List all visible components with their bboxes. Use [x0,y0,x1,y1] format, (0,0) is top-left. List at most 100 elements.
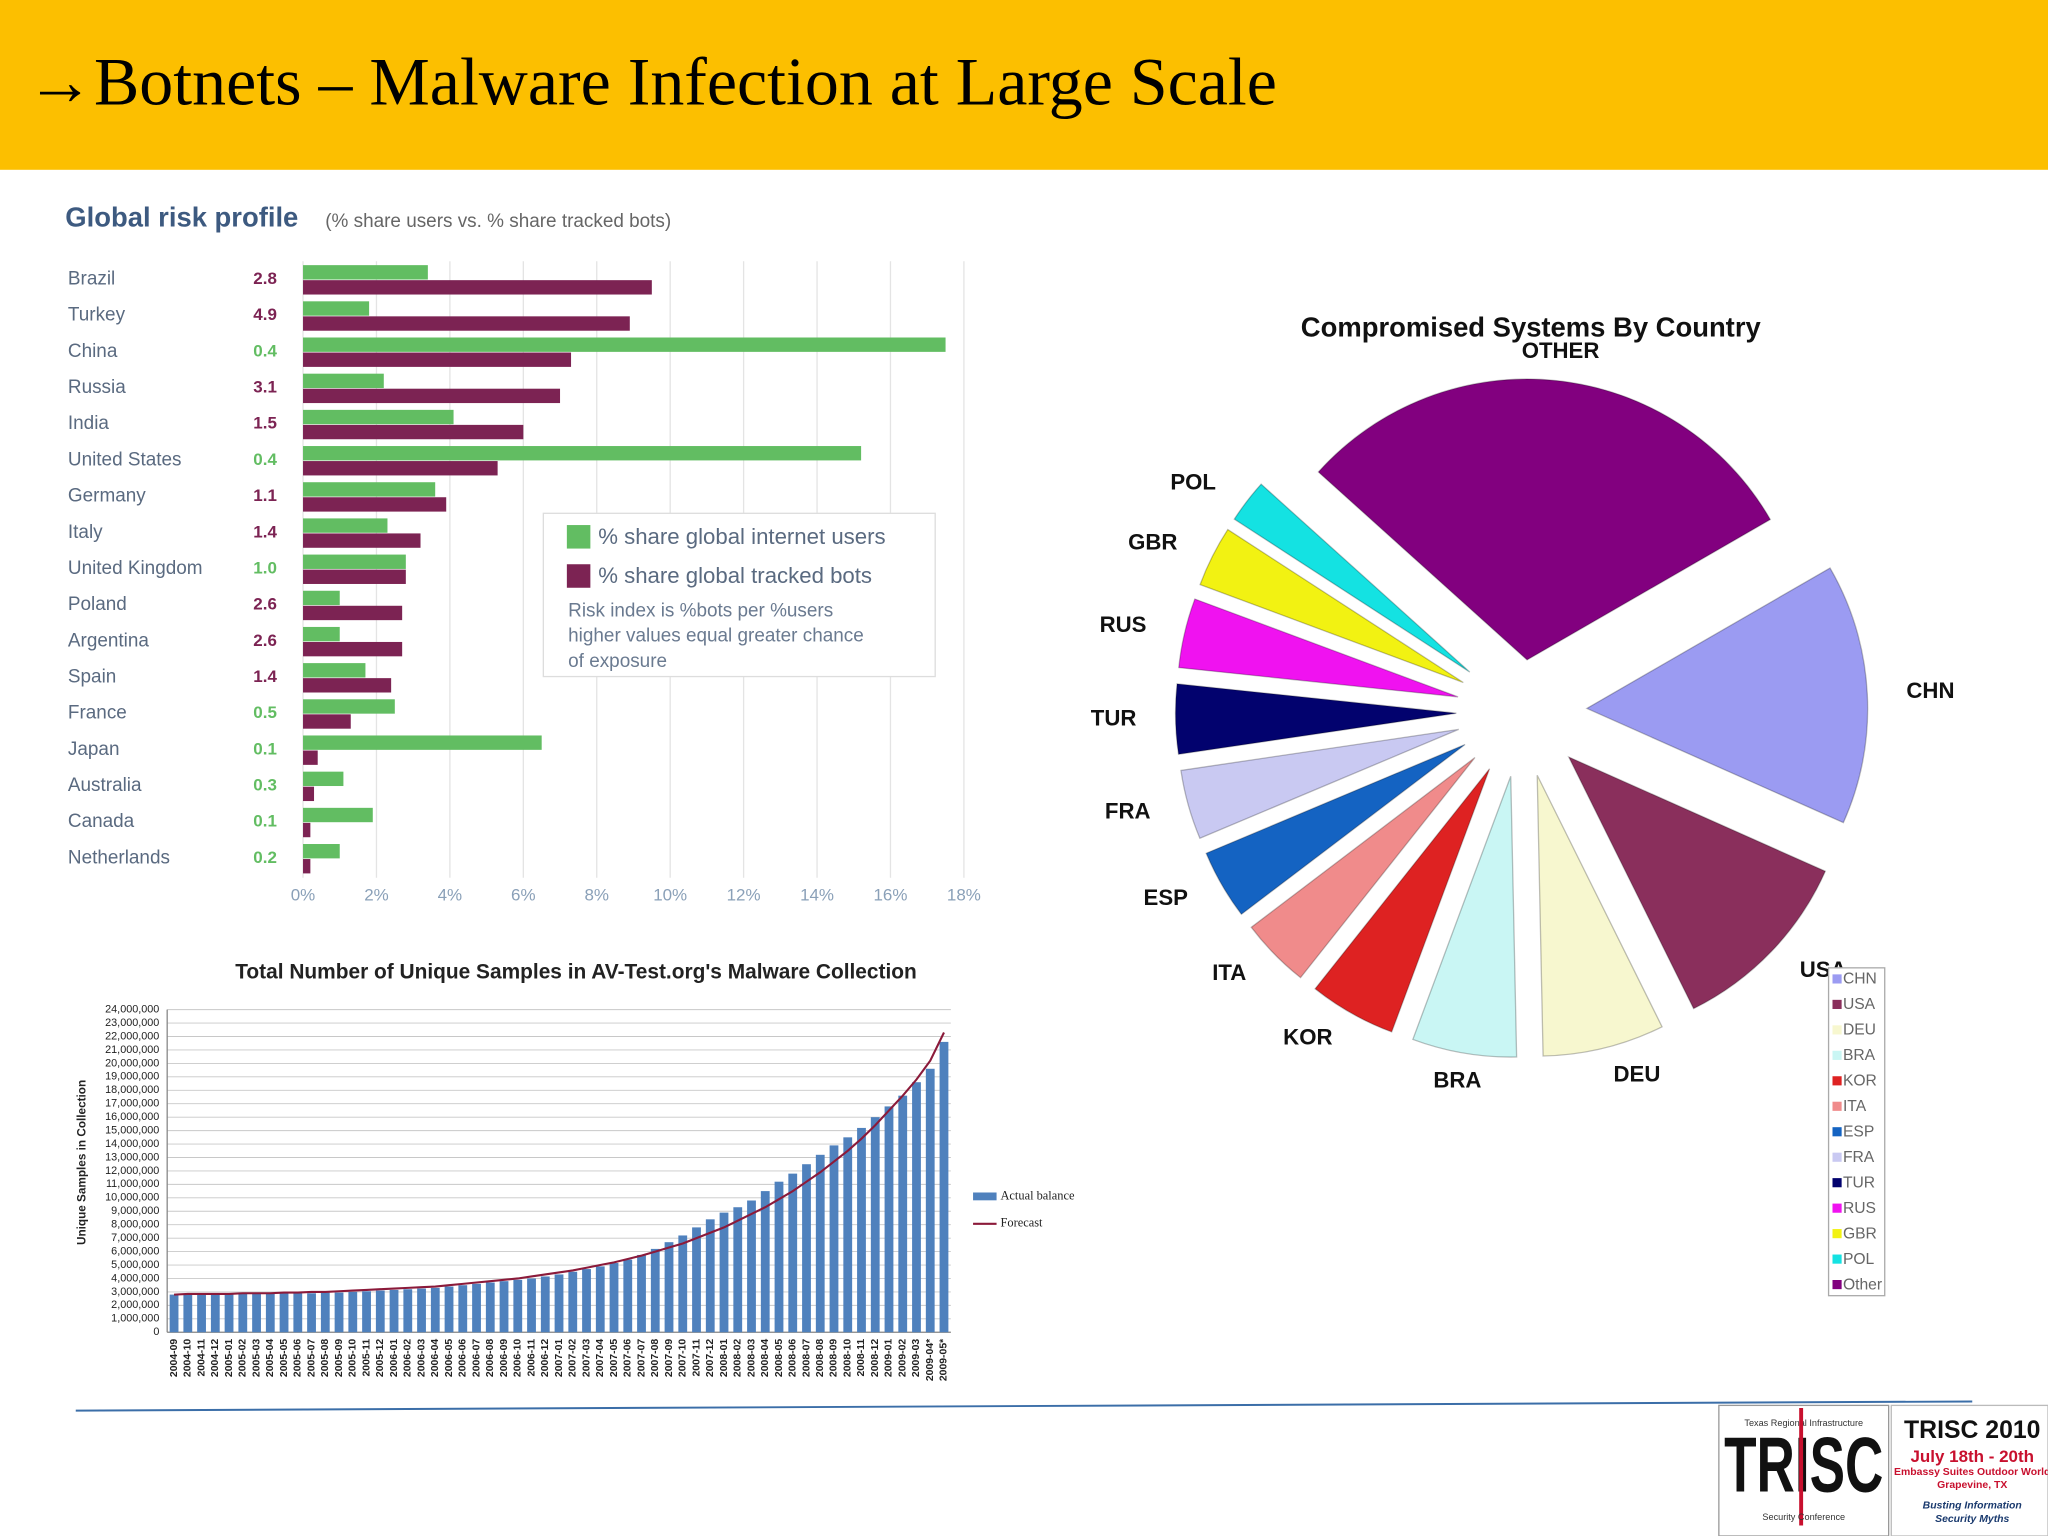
slice-label: KOR [1283,1024,1332,1049]
x-tick-label: 2007-04 [595,1339,606,1378]
y-tick-label: 2,000,000 [111,1299,159,1311]
risk-index: 1.0 [253,558,277,577]
bar [499,1281,509,1333]
bar [554,1274,564,1333]
bar [303,373,384,389]
x-tick-label: 2006-01 [389,1339,400,1378]
legend-label: GBR [1843,1225,1877,1242]
legend-label: TUR [1843,1174,1875,1191]
bar [303,554,406,569]
y-tick-label: 9,000,000 [111,1205,159,1217]
legend-label: Actual balance [1000,1188,1074,1202]
bar [925,1068,935,1333]
logo-text: TRISC [1724,1420,1883,1508]
y-axis-label: Unique Samples in Collection [75,1080,88,1245]
pie-slice [1199,528,1464,684]
pie-slice [1314,768,1491,1033]
category-label: Germany [68,486,146,507]
bar [303,569,406,584]
legend-swatch [566,525,591,549]
bar [939,1041,949,1333]
bar [303,352,572,367]
x-tick-label: 2005-01 [224,1339,235,1378]
bar [430,1287,440,1333]
risk-index: 2.6 [253,595,277,614]
bar [307,1293,316,1333]
risk-index: 3.1 [253,378,277,397]
bar [303,859,311,874]
event-venue: Embassy Suites Outdoor World [1894,1467,2048,1478]
bar [568,1271,578,1333]
risk-index: 0.4 [253,450,277,469]
x-tick-label: 2009-02 [898,1339,909,1378]
risk-index: 2.8 [253,269,277,288]
pie-slice [1250,757,1476,979]
x-tick-label: 2% [364,885,389,904]
risk-index: 1.1 [253,486,277,505]
x-tick-label: 10% [653,885,687,904]
bar [303,280,652,295]
bar [705,1219,715,1333]
pie-slice [1536,774,1663,1057]
bar [303,735,542,750]
x-tick-label: 2006-07 [471,1339,482,1378]
legend-label: Forecast [1000,1216,1043,1230]
slice-label: TUR [1091,706,1137,731]
x-tick-label: 16% [874,885,908,904]
risk-index: 0.2 [253,848,277,867]
x-tick-label: 2008-08 [815,1339,826,1378]
x-tick-label: 2008-03 [746,1339,757,1378]
y-tick-label: 24,000,000 [105,1003,159,1015]
risk-index: 4.9 [253,305,277,324]
y-tick-label: 8,000,000 [111,1219,159,1231]
y-tick-label: 17,000,000 [105,1098,159,1110]
bar [293,1293,303,1333]
y-tick-label: 14,000,000 [105,1138,159,1150]
x-tick-label: 2006-10 [513,1339,524,1378]
y-tick-label: 7,000,000 [111,1232,159,1244]
x-tick-label: 2005-06 [293,1339,304,1378]
bar [303,446,862,461]
x-tick-label: 2005-11 [361,1339,372,1377]
x-tick-label: 18% [947,885,981,904]
event-dates: July 18th - 20th [1910,1447,2034,1466]
risk-index: 0.1 [253,812,277,831]
x-tick-label: 2007-03 [581,1339,592,1378]
bar [362,1291,371,1333]
legend-label: DEU [1843,1022,1876,1039]
category-label: India [68,413,110,434]
bar [224,1293,234,1333]
bar [802,1164,811,1333]
legend-swatch [1832,1203,1842,1213]
x-tick-label: 2005-12 [375,1339,386,1378]
x-tick-label: 2008-07 [801,1339,812,1378]
x-tick-label: 2004-12 [210,1339,221,1378]
bar [527,1278,536,1333]
legend-swatch [1832,1178,1842,1188]
y-tick-label: 19,000,000 [105,1071,159,1083]
bar [609,1263,619,1333]
bar [719,1212,729,1333]
category-label: Australia [68,775,142,796]
category-label: United States [68,449,182,470]
y-tick-label: 1,000,000 [111,1313,159,1325]
x-tick-label: 2005-02 [238,1339,249,1378]
pie-slice [1317,378,1772,661]
risk-index: 0.3 [253,776,277,795]
x-tick-label: 2008-04 [760,1339,771,1378]
pie-slice [1412,776,1518,1058]
x-tick-label: 2007-12 [705,1339,716,1378]
x-tick-label: 12% [727,885,761,904]
risk-index: 1.5 [253,414,277,433]
bar [303,337,946,352]
x-tick-label: 2008-02 [733,1339,744,1378]
y-tick-label: 18,000,000 [105,1084,159,1096]
x-tick-label: 4% [438,885,463,904]
x-tick-label: 2008-06 [788,1339,799,1378]
x-tick-label: 2006-09 [499,1339,510,1378]
legend-label: ITA [1843,1098,1867,1115]
risk-index: 0.4 [253,341,277,360]
bar [303,771,344,787]
chart-title: Total Number of Unique Samples in AV-Tes… [235,961,917,984]
y-tick-label: 21,000,000 [105,1044,159,1056]
